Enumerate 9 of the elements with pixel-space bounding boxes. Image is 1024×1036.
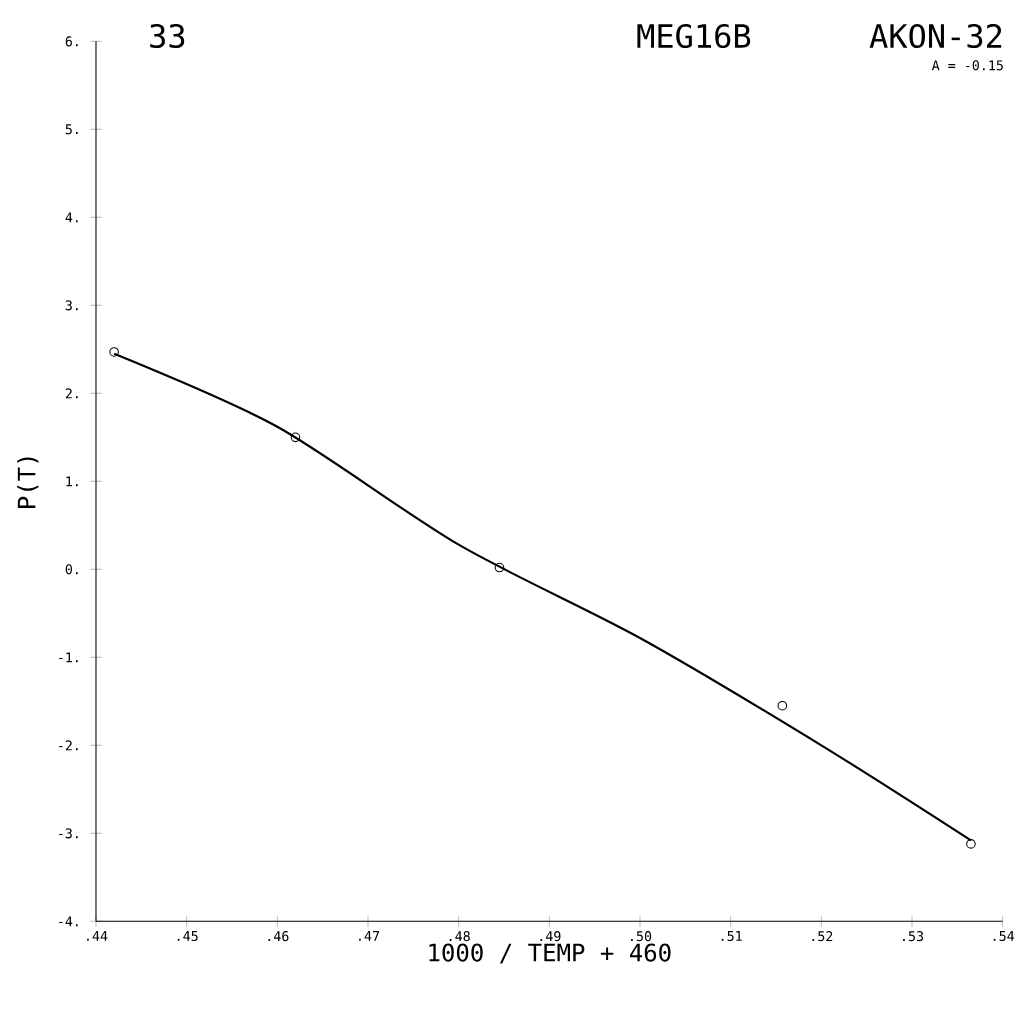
point <box>966 839 976 849</box>
chart-title: 33 <box>150 23 185 49</box>
point <box>494 562 505 573</box>
annotation: AKON-32 <box>869 23 1002 49</box>
point <box>290 432 301 443</box>
y-axis-title: P(T) <box>17 457 39 508</box>
point <box>777 700 788 711</box>
x-axis-title: 1000 / TEMP + 460 <box>429 943 671 964</box>
annotation: MEG16B <box>637 23 751 49</box>
